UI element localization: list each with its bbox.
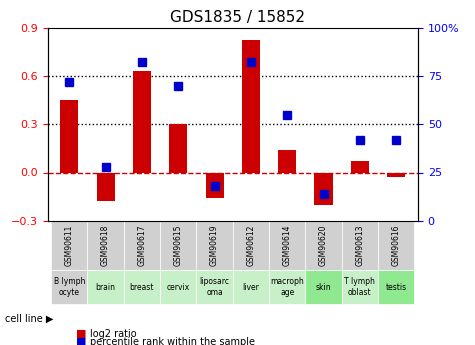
FancyBboxPatch shape: [269, 221, 305, 270]
Bar: [133, 71, 151, 172]
FancyBboxPatch shape: [197, 270, 233, 304]
FancyBboxPatch shape: [269, 270, 305, 304]
Text: GSM90616: GSM90616: [392, 225, 401, 266]
FancyBboxPatch shape: [233, 270, 269, 304]
Bar: [96, 172, 114, 201]
Bar: [351, 161, 369, 172]
Bar: [169, 124, 187, 172]
Text: brain: brain: [95, 283, 115, 292]
FancyBboxPatch shape: [342, 221, 378, 270]
Text: GSM90611: GSM90611: [65, 225, 74, 266]
FancyBboxPatch shape: [87, 270, 124, 304]
Bar: [314, 172, 332, 205]
Text: B lymph
ocyte: B lymph ocyte: [54, 277, 85, 297]
FancyBboxPatch shape: [378, 270, 414, 304]
Bar: [206, 172, 224, 198]
Text: GSM90617: GSM90617: [137, 225, 146, 266]
Bar: [242, 40, 260, 172]
Text: GSM90614: GSM90614: [283, 225, 292, 266]
FancyBboxPatch shape: [160, 270, 197, 304]
FancyBboxPatch shape: [87, 221, 124, 270]
Text: cell line ▶: cell line ▶: [5, 314, 53, 324]
FancyBboxPatch shape: [124, 270, 160, 304]
FancyBboxPatch shape: [305, 221, 342, 270]
Text: testis: testis: [386, 283, 407, 292]
Text: breast: breast: [130, 283, 154, 292]
Bar: [278, 150, 296, 172]
FancyBboxPatch shape: [51, 270, 87, 304]
Bar: [60, 100, 78, 172]
FancyBboxPatch shape: [233, 221, 269, 270]
Text: log2 ratio: log2 ratio: [90, 329, 137, 339]
FancyBboxPatch shape: [342, 270, 378, 304]
Text: ■: ■: [76, 329, 86, 339]
Text: macroph
age: macroph age: [270, 277, 304, 297]
Text: GSM90615: GSM90615: [174, 225, 183, 266]
FancyBboxPatch shape: [124, 221, 160, 270]
Text: GSM90619: GSM90619: [210, 225, 219, 266]
Text: ■: ■: [76, 337, 86, 345]
Text: GDS1835 / 15852: GDS1835 / 15852: [170, 10, 305, 25]
Text: liposarc
oma: liposarc oma: [200, 277, 229, 297]
Text: cervix: cervix: [167, 283, 190, 292]
FancyBboxPatch shape: [160, 221, 197, 270]
Text: liver: liver: [242, 283, 259, 292]
Text: GSM90613: GSM90613: [355, 225, 364, 266]
Text: T lymph
oblast: T lymph oblast: [344, 277, 375, 297]
Bar: [387, 172, 405, 177]
Text: GSM90612: GSM90612: [247, 225, 256, 266]
FancyBboxPatch shape: [51, 221, 87, 270]
FancyBboxPatch shape: [305, 270, 342, 304]
Text: percentile rank within the sample: percentile rank within the sample: [90, 337, 255, 345]
FancyBboxPatch shape: [378, 221, 414, 270]
Text: GSM90620: GSM90620: [319, 225, 328, 266]
Text: GSM90618: GSM90618: [101, 225, 110, 266]
FancyBboxPatch shape: [197, 221, 233, 270]
Text: skin: skin: [316, 283, 332, 292]
